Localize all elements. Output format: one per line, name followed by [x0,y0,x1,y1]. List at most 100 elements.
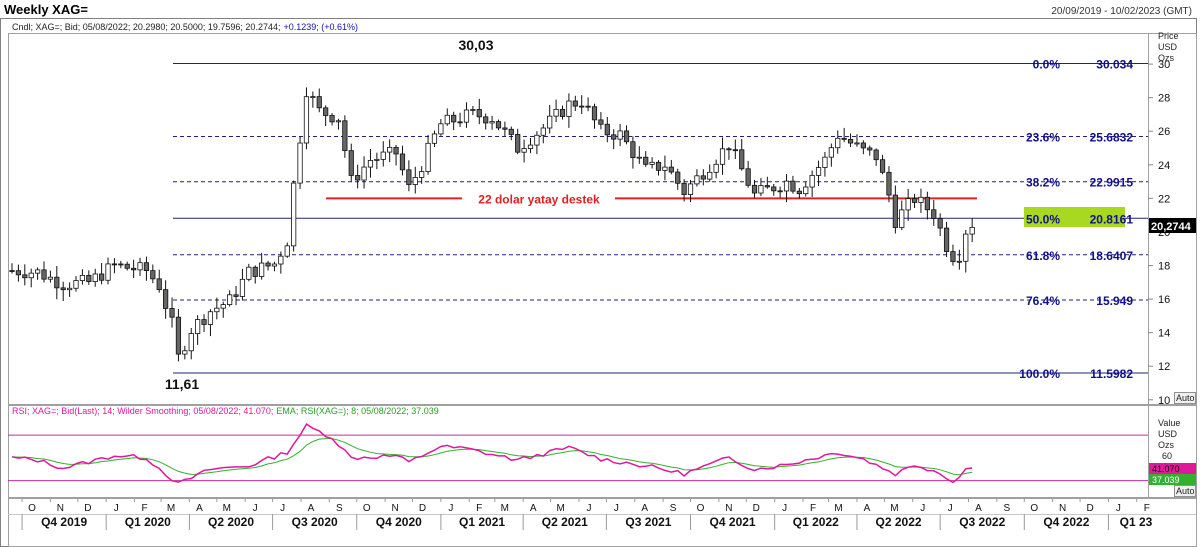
month-label: S [1004,503,1011,514]
month-label: D [419,503,426,514]
candle-down [943,227,950,252]
candle-up [188,333,194,352]
candle-up [489,121,495,124]
candle-up [905,198,911,211]
candle-up [284,245,290,257]
price-auto-button[interactable] [1174,392,1196,404]
month-label: A [975,503,982,514]
candle-up [278,255,284,265]
quarter-label: Q4 2019 [41,515,87,529]
month-label: N [57,503,64,514]
month-label: J [280,503,285,514]
candle-down [931,209,937,219]
ema-value-label: 37.039 [1152,475,1180,485]
price-panel [8,33,1197,405]
candle-up [105,263,111,281]
candle-down [329,115,335,123]
candle-down [342,120,348,152]
candle-down [643,156,649,165]
fibonacci-levels [173,63,1148,374]
candle-down [611,134,617,140]
candle-up [822,156,828,168]
candle-up [719,148,726,165]
candle-up [195,319,201,335]
candle-up [758,185,764,194]
candle-down [764,185,770,188]
candle-up [137,262,143,271]
candle-down [54,276,60,289]
time-axis-panel [8,498,1197,547]
date-range: 20/09/2019 - 10/02/2023 (GMT) [1051,6,1192,17]
chart-title: Weekly XAG= [4,2,88,17]
candle-up [220,304,226,309]
month-label: J [614,503,619,514]
candle-down [790,180,796,192]
candle-up [854,142,860,145]
candle-up [246,266,252,280]
candle-up [291,182,297,247]
month-label: M [167,503,175,514]
candle-down [41,269,47,280]
candle-down [873,149,879,161]
month-label: N [725,503,732,514]
price-tick-labels: 3028262422201816141210 [1148,59,1170,407]
candle-down [777,190,783,193]
candle-down [118,263,124,266]
month-label: A [641,503,648,514]
candle-down [508,128,514,135]
quarter-label: Q2 2022 [876,515,922,529]
month-label: A [196,503,203,514]
candle-down [163,289,169,309]
candle-up [297,142,303,184]
month-label: N [391,503,398,514]
month-label: M [890,503,898,514]
month-label: A [308,503,315,514]
candle-down [860,142,866,149]
candle-down [950,251,956,263]
fib-value-label: 22.9915 [1090,176,1134,190]
candle-down [60,287,66,291]
rsi-auto-button[interactable] [1174,485,1196,497]
quarter-label: Q2 2020 [208,515,254,529]
support-label: 22 dolar yatay destek [478,192,600,206]
rsi-unit-line-2: USD [1158,429,1178,439]
quarter-label: Q4 2022 [1043,515,1089,529]
candle-down [739,149,745,170]
fib-value-label: 11.5982 [1090,367,1133,381]
candle-up [73,280,79,289]
candle-up [918,196,924,203]
month-label: M [223,503,231,514]
month-label: N [1059,503,1066,514]
month-label: D [84,503,91,514]
quarter-label: Q1 2022 [793,515,839,529]
candle-down [892,194,898,228]
candle-up [374,158,380,161]
candle-up [694,175,700,185]
rsi-unit-line-1: Value [1158,418,1180,428]
candle-up [534,134,540,146]
fib-value-label: 30.034 [1096,58,1133,72]
candlestick-series [9,87,975,362]
candle-up [303,96,310,144]
rsi-panel [8,405,1197,498]
candle-up [969,226,975,235]
fib-value-label: 20.8161 [1090,212,1134,226]
candle-up [271,263,278,267]
rsi-legend: RSI; XAG=; Bid(Last); 14; Wilder Smoothi… [12,406,439,416]
price-tick-label: 24 [1158,160,1170,172]
price-tick-label: 22 [1158,193,1170,205]
candle-up [412,177,418,185]
fib-percent-label: 76.4% [1026,294,1060,308]
month-label: J [114,503,119,514]
candle-down [598,119,604,125]
price-tick-label: 16 [1158,294,1170,306]
candle-up [380,151,386,160]
low-annotation: 11,61 [165,376,199,392]
month-label: J [782,503,787,514]
candle-up [470,109,476,111]
last-price-tag [1149,218,1196,233]
candle-up [540,127,546,136]
month-label: J [586,503,591,514]
price-info-change: +0.1239; (+0.61%) [283,22,358,32]
price-tick-label: 26 [1158,126,1170,138]
